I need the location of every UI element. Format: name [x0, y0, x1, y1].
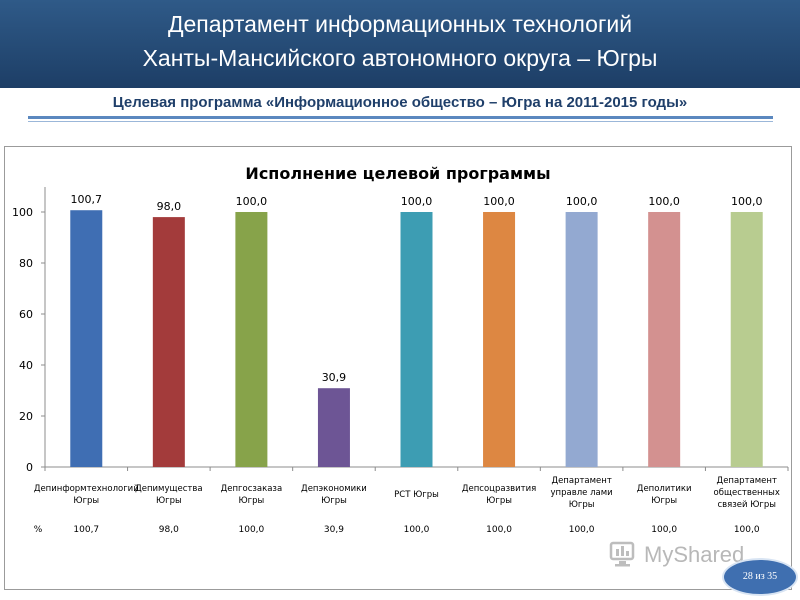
bar-value-label: 100,0: [483, 195, 515, 208]
x-category-label: Департамент: [717, 476, 777, 486]
chart-title: Исполнение целевой программы: [245, 164, 550, 183]
x-category-label: Департамент: [551, 476, 611, 486]
x-category-label: общественных: [714, 488, 780, 498]
header-title-line2: Ханты-Мансийского автономного округа – Ю…: [142, 45, 658, 71]
bar-value-label: 100,7: [71, 193, 103, 206]
x-category-label: Депсоцразвития: [462, 484, 536, 494]
bar: [235, 212, 268, 467]
bar: [400, 212, 433, 467]
y-tick-label: 60: [19, 308, 33, 321]
x-category-label: Депимущества: [135, 484, 202, 494]
header-title-line1: Департамент информационных технологий: [167, 11, 633, 37]
y-tick-label: 100: [12, 206, 33, 219]
x-category-label: Депэкономики: [301, 484, 367, 494]
brand-watermark: MyShared: [608, 540, 768, 570]
page-counter-badge: 28 из 35: [722, 558, 798, 596]
table-value: 100,0: [569, 525, 595, 535]
x-category-label: Югры: [73, 496, 99, 506]
bar-value-label: 98,0: [157, 200, 182, 213]
y-tick-label: 40: [19, 359, 33, 372]
x-category-label: Югры: [569, 500, 595, 510]
bar: [152, 217, 185, 467]
bar: [648, 212, 681, 467]
bar-value-label: 100,0: [401, 195, 433, 208]
chart-frame: Исполнение целевой программы 0 20 40 60 80 100…: [4, 146, 792, 590]
x-category-label: Депинформтехнологий: [34, 484, 139, 494]
y-tick-label: 20: [19, 410, 33, 423]
table-value: 100,0: [239, 525, 265, 535]
slide-subtitle: Целевая программа «Информационное общест…: [112, 94, 688, 111]
table-value: 100,0: [404, 525, 430, 535]
bar: [565, 212, 598, 467]
x-category-label: Деполитики: [637, 484, 692, 494]
x-category-label: РСТ Югры: [394, 490, 439, 500]
bar-value-label: 100,0: [236, 195, 268, 208]
x-category-label: Депгосзаказа: [221, 484, 283, 494]
bar-value-label: 30,9: [322, 371, 347, 384]
x-category-label: Югры: [651, 496, 677, 506]
bar-value-label: 100,0: [648, 195, 680, 208]
bar: [483, 212, 516, 467]
bar: [317, 388, 350, 467]
divider-rule-thin: [28, 121, 773, 122]
monitor-icon: [609, 541, 635, 567]
table-value: 100,0: [651, 525, 677, 535]
x-category-label: Югры: [239, 496, 265, 506]
table-value: 100,0: [734, 525, 760, 535]
bar: [730, 212, 763, 467]
table-value: 100,7: [73, 525, 99, 535]
brand-text: MyShared: [644, 542, 745, 567]
bar-chart: Исполнение целевой программы 0 20 40 60 80 100…: [12, 164, 789, 535]
table-row-label: %: [34, 525, 43, 535]
x-category-label: Югры: [486, 496, 512, 506]
y-tick-label: 80: [19, 257, 33, 270]
bar: [70, 210, 103, 467]
table-value: 98,0: [159, 525, 179, 535]
slide-header: Департамент информационных технологий Ха…: [0, 0, 800, 88]
y-tick-label: 0: [26, 461, 33, 474]
divider-rule: [28, 116, 773, 119]
x-category-label: Югры: [321, 496, 347, 506]
table-value: 30,9: [324, 525, 344, 535]
x-category-label: связей Югры: [717, 500, 776, 510]
table-value: 100,0: [486, 525, 512, 535]
x-category-label: Югры: [156, 496, 182, 506]
bar-value-label: 100,0: [731, 195, 763, 208]
bar-value-label: 100,0: [566, 195, 598, 208]
x-category-label: управле лами: [551, 488, 613, 498]
